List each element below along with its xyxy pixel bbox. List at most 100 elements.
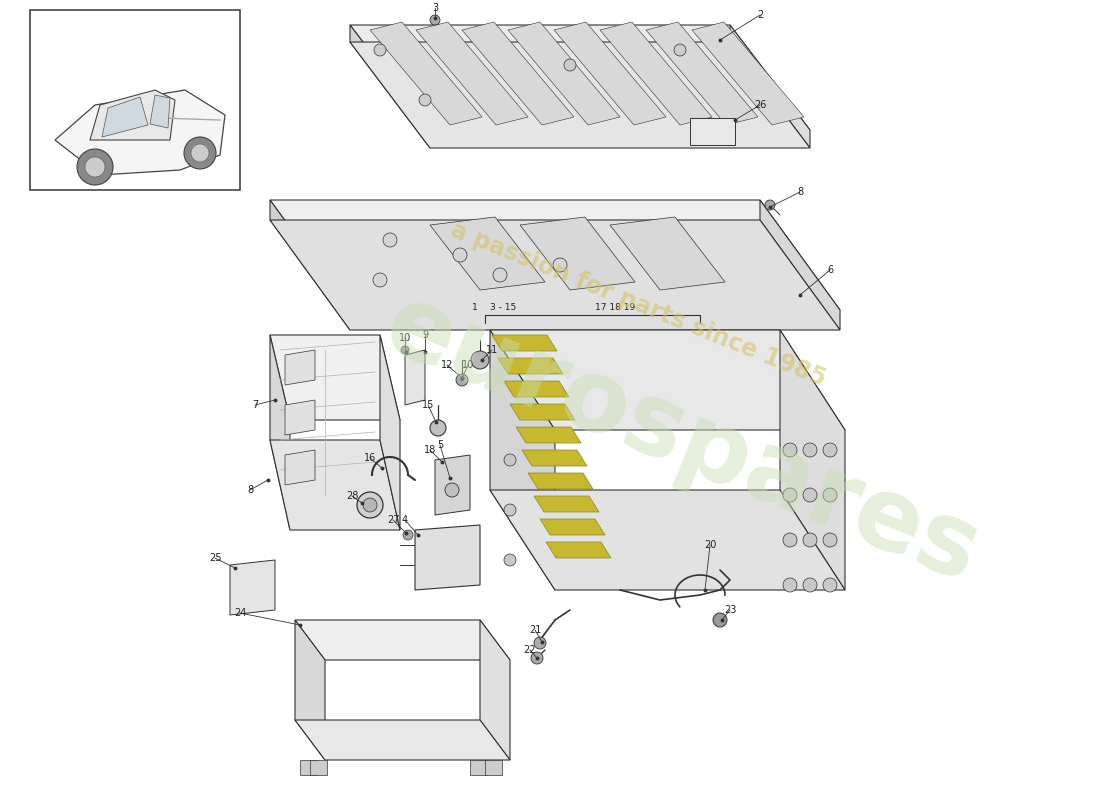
Text: 9: 9 — [422, 330, 428, 340]
Text: 2: 2 — [757, 10, 763, 20]
Polygon shape — [405, 350, 425, 405]
Polygon shape — [270, 335, 400, 420]
Polygon shape — [490, 330, 556, 590]
Text: 22: 22 — [524, 645, 537, 655]
Circle shape — [504, 554, 516, 566]
Circle shape — [191, 144, 209, 162]
Circle shape — [823, 488, 837, 502]
Circle shape — [403, 530, 412, 540]
Circle shape — [430, 420, 446, 436]
Circle shape — [783, 533, 798, 547]
Polygon shape — [90, 90, 175, 140]
Polygon shape — [379, 335, 400, 530]
Polygon shape — [434, 455, 470, 515]
Polygon shape — [285, 450, 315, 485]
Polygon shape — [540, 519, 605, 535]
Circle shape — [534, 637, 546, 649]
Circle shape — [783, 578, 798, 592]
Polygon shape — [780, 330, 845, 590]
Circle shape — [823, 578, 837, 592]
Circle shape — [504, 504, 516, 516]
Polygon shape — [230, 560, 275, 615]
Circle shape — [531, 652, 543, 664]
Polygon shape — [546, 542, 611, 558]
Polygon shape — [285, 400, 315, 435]
Polygon shape — [760, 200, 840, 330]
Polygon shape — [462, 22, 574, 125]
Polygon shape — [150, 95, 170, 128]
Circle shape — [823, 533, 837, 547]
Polygon shape — [730, 25, 810, 148]
Polygon shape — [485, 760, 502, 775]
Circle shape — [383, 233, 397, 247]
Circle shape — [374, 44, 386, 56]
Text: 23: 23 — [724, 605, 736, 615]
Circle shape — [783, 443, 798, 457]
Text: 7: 7 — [252, 400, 258, 410]
Circle shape — [553, 258, 566, 272]
Circle shape — [803, 578, 817, 592]
Text: 18: 18 — [424, 445, 436, 455]
Text: 8: 8 — [796, 187, 803, 197]
Text: 20: 20 — [704, 540, 716, 550]
Polygon shape — [55, 90, 225, 175]
Polygon shape — [480, 620, 510, 760]
Text: 3: 3 — [432, 3, 438, 13]
Polygon shape — [295, 620, 510, 660]
Circle shape — [471, 351, 490, 369]
Circle shape — [430, 15, 440, 25]
Polygon shape — [430, 217, 544, 290]
Polygon shape — [520, 217, 635, 290]
Polygon shape — [508, 22, 620, 125]
Circle shape — [402, 346, 409, 354]
Text: 6: 6 — [827, 265, 833, 275]
Circle shape — [419, 94, 431, 106]
Text: 3 - 15: 3 - 15 — [490, 302, 516, 311]
Circle shape — [564, 59, 576, 71]
Circle shape — [446, 483, 459, 497]
Polygon shape — [504, 381, 569, 397]
Polygon shape — [492, 335, 557, 351]
Polygon shape — [646, 22, 758, 125]
Text: 5: 5 — [437, 440, 443, 450]
Polygon shape — [270, 200, 350, 330]
Polygon shape — [370, 22, 482, 125]
Text: 24: 24 — [234, 608, 246, 618]
Circle shape — [803, 443, 817, 457]
Text: 17 18 19: 17 18 19 — [595, 302, 636, 311]
Circle shape — [823, 443, 837, 457]
Text: a passion for parts since 1985: a passion for parts since 1985 — [447, 218, 829, 390]
Text: 8: 8 — [246, 485, 253, 495]
Polygon shape — [554, 22, 666, 125]
Polygon shape — [534, 496, 600, 512]
Text: 25: 25 — [209, 553, 221, 563]
Polygon shape — [415, 525, 480, 590]
Polygon shape — [690, 118, 735, 145]
Circle shape — [358, 492, 383, 518]
Text: 1: 1 — [472, 302, 477, 311]
Text: eurospares: eurospares — [371, 277, 993, 603]
Circle shape — [674, 44, 686, 56]
Polygon shape — [270, 335, 290, 530]
Polygon shape — [470, 760, 487, 775]
Text: 27: 27 — [387, 515, 399, 525]
Circle shape — [783, 488, 798, 502]
Polygon shape — [510, 404, 575, 420]
Circle shape — [363, 498, 377, 512]
Text: 26: 26 — [754, 100, 767, 110]
Polygon shape — [270, 200, 840, 310]
Circle shape — [85, 157, 104, 177]
Polygon shape — [285, 350, 315, 385]
Circle shape — [504, 454, 516, 466]
Polygon shape — [490, 330, 845, 430]
Circle shape — [493, 268, 507, 282]
Text: 28: 28 — [345, 491, 359, 501]
Circle shape — [803, 533, 817, 547]
Text: 10: 10 — [462, 360, 474, 370]
Polygon shape — [416, 22, 528, 125]
Text: 4: 4 — [402, 515, 408, 525]
Polygon shape — [295, 720, 510, 760]
Text: 21: 21 — [529, 625, 541, 635]
Circle shape — [764, 200, 776, 210]
Circle shape — [77, 149, 113, 185]
